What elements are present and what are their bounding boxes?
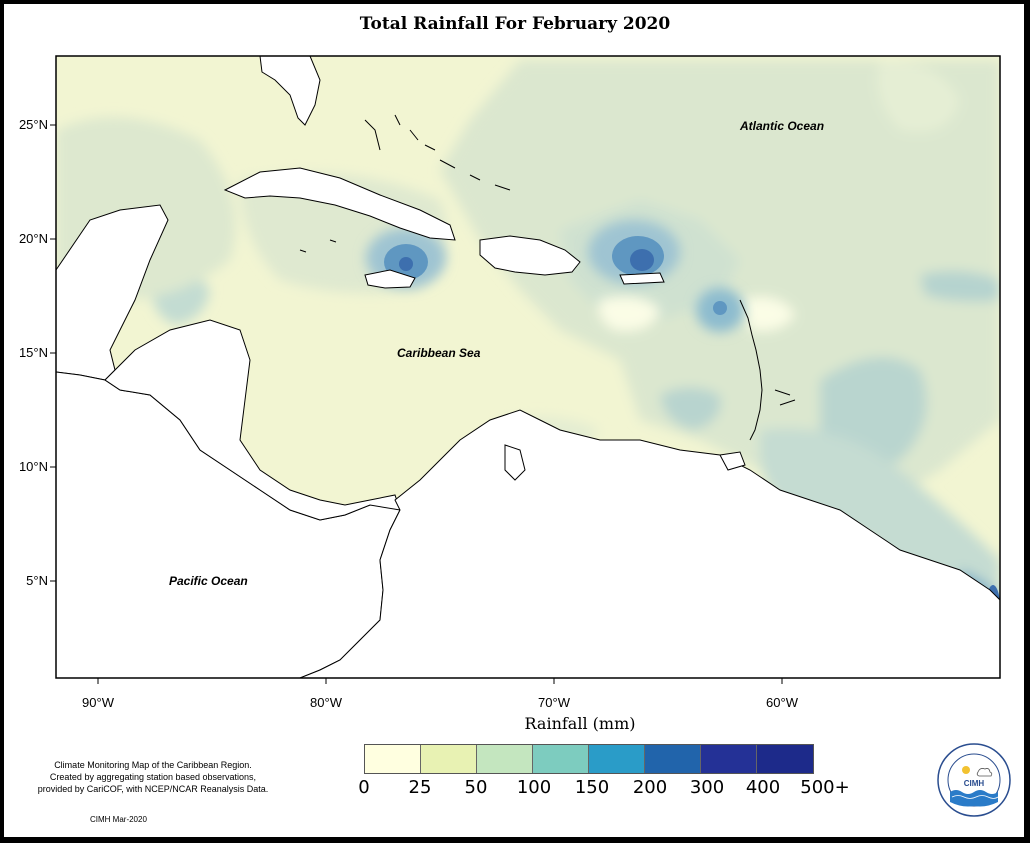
legend-swatch: [589, 745, 645, 773]
legend-label-500plus: 500+: [800, 777, 850, 798]
legend-label-100: 100: [516, 777, 552, 798]
caribbean-sea-label: Caribbean Sea: [397, 346, 481, 360]
legend-label-150: 150: [574, 777, 610, 798]
lat-label-5n: 5°N: [26, 573, 48, 588]
land-masses: [56, 56, 1000, 678]
cimh-logo-icon: CIMH: [937, 743, 1011, 817]
legend-label-300: 300: [689, 777, 725, 798]
credit-line: Climate Monitoring Map of the Caribbean …: [54, 760, 252, 770]
lon-label-90w: 90°W: [82, 695, 114, 710]
credit-line: Created by aggregating station based obs…: [49, 772, 257, 782]
legend-swatch: [701, 745, 757, 773]
legend-swatch: [365, 745, 421, 773]
legend-colorbar: [364, 744, 814, 774]
pacific-ocean-label: Pacific Ocean: [169, 574, 248, 588]
legend-label-200: 200: [632, 777, 668, 798]
small-islands: [299, 114, 796, 441]
legend-title: Rainfall (mm): [524, 714, 636, 733]
lon-label-60w: 60°W: [766, 695, 798, 710]
legend-swatch: [533, 745, 589, 773]
credit-date: CIMH Mar-2020: [90, 815, 147, 824]
lat-label-25n: 25°N: [18, 117, 48, 132]
lon-label-80w: 80°W: [310, 695, 342, 710]
logo-text: CIMH: [964, 779, 985, 788]
legend-label-400: 400: [745, 777, 781, 798]
axis-ticks: [50, 124, 783, 684]
lat-label-20n: 20°N: [18, 231, 48, 246]
legend-label-25: 25: [408, 777, 432, 798]
rainfall-highs: [366, 220, 1000, 645]
legend-swatch: [421, 745, 477, 773]
atlantic-ocean-label: Atlantic Ocean: [740, 119, 825, 133]
legend-swatch: [757, 745, 813, 773]
credit-line: provided by CariCOF, with NCEP/NCAR Rean…: [37, 784, 269, 794]
credit-text: Climate Monitoring Map of the Caribbean …: [18, 759, 288, 795]
legend-label-0: 0: [358, 777, 370, 798]
map-title: Total Rainfall For February 2020: [359, 14, 671, 34]
lat-label-10n: 10°N: [18, 459, 48, 474]
lon-label-70w: 70°W: [538, 695, 570, 710]
legend-swatch: [477, 745, 533, 773]
legend-swatch: [645, 745, 701, 773]
legend-label-50: 50: [464, 777, 488, 798]
map-border: [55, 55, 1001, 679]
lat-label-15n: 15°N: [18, 345, 48, 360]
